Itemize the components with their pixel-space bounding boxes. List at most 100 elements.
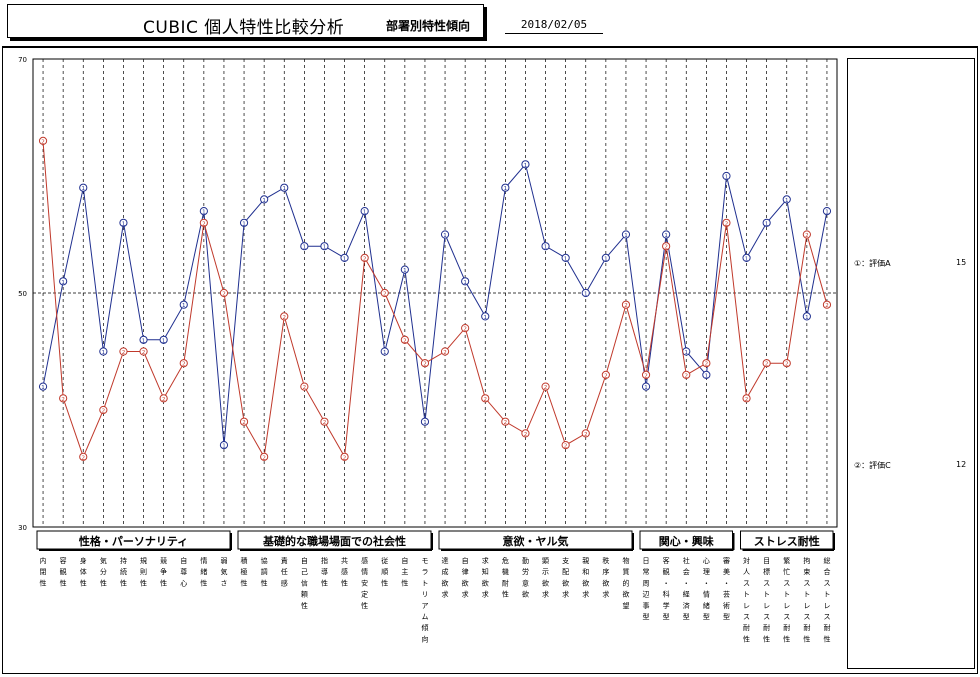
group-header-label: 基礎的な職場場面での社会性	[262, 534, 406, 548]
x-tick-label: 型	[643, 612, 650, 621]
x-tick-label: 理	[703, 568, 710, 576]
data-point	[541, 382, 550, 391]
data-point-marker: 1	[785, 198, 789, 204]
x-tick-label: 身	[80, 556, 87, 565]
x-tick-label: 性	[200, 578, 207, 587]
legend-c-label: ②：評価C	[854, 461, 891, 470]
data-point-marker: 1	[182, 303, 186, 309]
x-tick-label: 学	[663, 601, 670, 610]
x-tick-label: 性	[502, 590, 509, 599]
data-point	[280, 312, 289, 321]
x-tick-label: 定	[361, 590, 368, 599]
series-line	[42, 140, 828, 459]
group-header-label: 性格・パーソナリティ	[79, 534, 188, 548]
x-tick-label: 性	[120, 578, 127, 587]
x-tick-label: 安	[361, 578, 368, 587]
x-tick-label: 欲	[542, 578, 549, 587]
x-tick-label: 性	[743, 634, 750, 643]
data-point	[541, 242, 550, 251]
legend-a-count: 15	[956, 258, 967, 267]
data-point-marker: 2	[604, 373, 608, 379]
x-tick-label: 欲	[622, 590, 629, 599]
data-point-marker: 2	[262, 455, 266, 461]
data-point-marker: 2	[644, 373, 648, 379]
x-tick-label: ス	[743, 579, 750, 587]
data-point-marker: 2	[363, 256, 367, 262]
x-tick-label: 忙	[783, 567, 790, 576]
data-point-marker: 1	[604, 256, 608, 262]
data-point-marker: 1	[524, 163, 528, 169]
x-tick-label: 欲	[602, 578, 609, 587]
data-point	[521, 429, 530, 438]
data-point-marker: 1	[283, 186, 287, 192]
x-tick-label: 欲	[482, 578, 489, 587]
data-point-marker: 1	[544, 245, 548, 251]
data-point	[802, 312, 811, 321]
x-tick-label: 信	[301, 578, 308, 587]
x-tick-label: 審	[723, 556, 730, 565]
x-tick-label: 質	[622, 567, 629, 576]
title-box: CUBIC 個人特性比較分析 部署別特性傾向	[7, 4, 484, 38]
data-point	[199, 218, 208, 227]
data-point-marker: 2	[443, 350, 447, 356]
data-point	[501, 183, 510, 192]
data-point-marker: 1	[725, 175, 729, 181]
data-point-marker: 2	[484, 397, 488, 403]
data-point-marker: 2	[102, 409, 106, 415]
x-tick-label: 労	[522, 567, 529, 576]
x-tick-label: 責	[281, 556, 288, 565]
data-point-marker: 2	[805, 233, 809, 239]
data-point	[702, 359, 711, 368]
x-tick-label: 標	[763, 567, 770, 576]
x-tick-label: 己	[301, 568, 308, 576]
data-point	[340, 452, 349, 461]
data-point-marker: 2	[343, 455, 347, 461]
data-point-marker: 1	[142, 338, 146, 344]
data-point-marker: 2	[785, 362, 789, 368]
data-point	[521, 160, 530, 169]
y-tick-label: 30	[18, 524, 27, 532]
x-tick-label: 物	[622, 556, 629, 565]
x-tick-label: ス	[783, 613, 790, 621]
x-tick-label: 示	[542, 568, 549, 576]
x-tick-label: 心	[180, 579, 187, 587]
data-point	[400, 335, 409, 344]
x-tick-label: ス	[803, 613, 810, 621]
x-tick-label: 求	[602, 590, 609, 599]
x-tick-label: ス	[823, 579, 830, 587]
x-tick-label: ス	[803, 579, 810, 587]
data-point-marker: 1	[443, 233, 447, 239]
x-tick-label: 性	[783, 634, 790, 643]
x-tick-label: 型	[723, 612, 730, 621]
data-point	[139, 335, 148, 344]
data-point	[400, 265, 409, 274]
data-point	[641, 382, 651, 391]
x-tick-label: さ	[220, 579, 227, 587]
x-tick-label: 性	[241, 578, 248, 587]
data-point	[762, 218, 771, 227]
x-tick-label: 美	[723, 567, 730, 576]
data-point	[199, 207, 208, 216]
x-tick-label: 自	[401, 556, 408, 565]
x-tick-label: 秩	[602, 556, 609, 565]
data-point	[481, 312, 490, 321]
chart-frame	[2, 46, 978, 674]
x-tick-label: 配	[562, 568, 569, 576]
x-tick-label: ト	[783, 591, 790, 599]
data-point	[782, 359, 791, 368]
x-tick-label: 型	[663, 612, 670, 621]
x-tick-label: 指	[321, 556, 328, 565]
x-tick-label: 顕	[542, 557, 549, 565]
x-tick-label: 競	[160, 556, 167, 565]
x-tick-label: 型	[703, 612, 710, 621]
x-tick-label: 辺	[643, 591, 650, 599]
data-point-marker: 2	[283, 315, 287, 321]
x-tick-label: 達	[442, 556, 449, 565]
x-tick-label: ス	[743, 613, 750, 621]
data-point-marker: 2	[544, 385, 548, 391]
data-point-marker: 1	[564, 256, 568, 262]
x-tick-label: 望	[622, 601, 629, 610]
data-point-marker: 2	[685, 373, 689, 379]
data-point-marker: 1	[323, 245, 327, 251]
legend-box: ①：評価A 15 ②：評価C 12	[847, 58, 975, 669]
